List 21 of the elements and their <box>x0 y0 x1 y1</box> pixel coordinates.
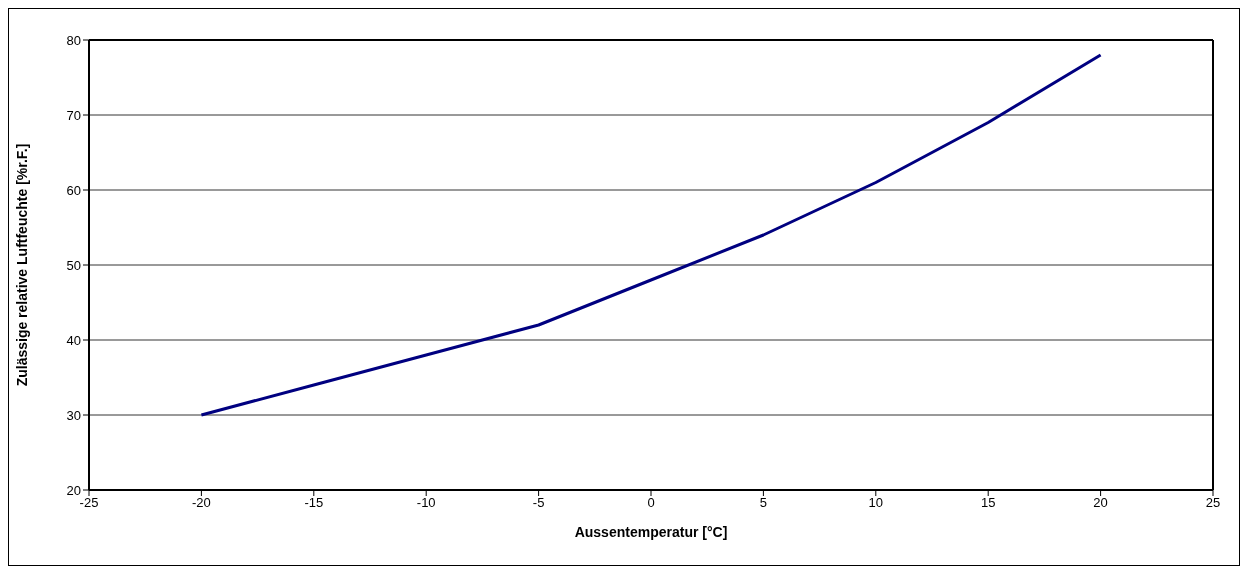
x-tick-label: -20 <box>192 495 211 511</box>
y-tick-label: 80 <box>66 32 81 48</box>
y-tick-label: 60 <box>66 182 81 198</box>
x-tick-label: -5 <box>532 495 545 511</box>
y-tick-label: 70 <box>66 107 81 123</box>
x-tick-label: -25 <box>79 495 99 511</box>
y-tick-label: 40 <box>66 332 81 348</box>
y-tick-label: 20 <box>66 482 81 498</box>
x-tick-label: 10 <box>868 495 884 511</box>
y-axis-title: Zulässige relative Luftfeuchte [%r.F.] <box>13 143 30 387</box>
y-tick-label: 30 <box>66 407 81 423</box>
x-tick-label: 25 <box>1205 495 1221 511</box>
y-tick-label: 50 <box>66 257 81 273</box>
x-tick-label: 5 <box>759 495 768 511</box>
x-axis-title: Aussentemperatur [°C] <box>574 524 728 540</box>
x-tick-label: -15 <box>304 495 324 511</box>
x-tick-label: 15 <box>980 495 996 511</box>
line-series <box>199 53 1103 417</box>
x-tick-label: -10 <box>416 495 436 511</box>
x-tick-label: 0 <box>647 495 655 511</box>
x-tick-label: 20 <box>1093 495 1108 511</box>
